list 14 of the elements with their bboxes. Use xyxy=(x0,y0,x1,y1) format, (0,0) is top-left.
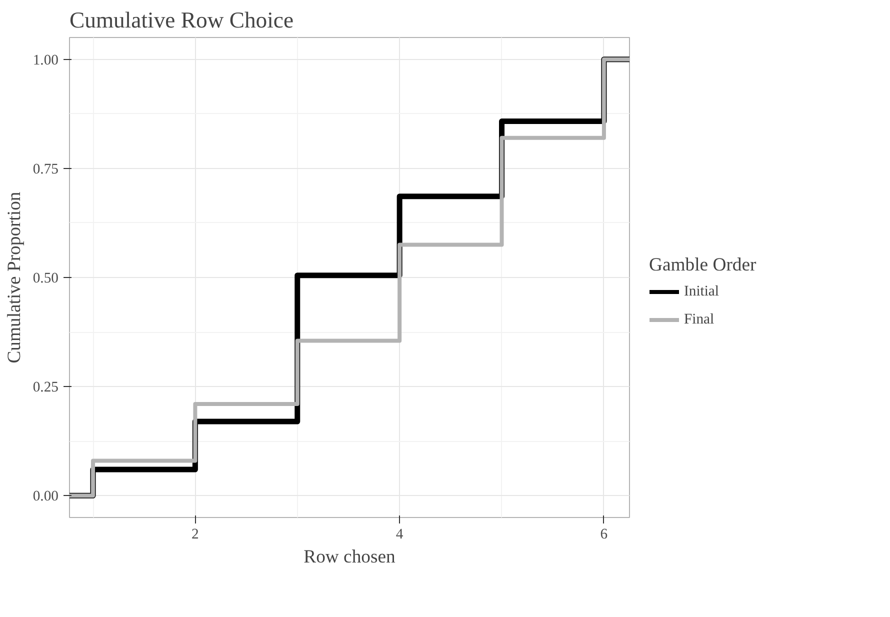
y-axis-title: Cumulative Proportion xyxy=(4,191,25,364)
y-tick-label: 0.50 xyxy=(32,270,59,286)
x-tick-label: 6 xyxy=(600,526,608,542)
chart-title: Cumulative Row Choice xyxy=(70,8,294,32)
x-axis-title: Row chosen xyxy=(304,546,396,568)
y-tick-label: 1.00 xyxy=(32,52,59,68)
legend-label: Final xyxy=(684,311,714,328)
x-tick-label: 4 xyxy=(396,526,404,542)
y-tick-label: 0.75 xyxy=(32,161,59,178)
legend-label: Initial xyxy=(684,283,720,300)
legend-title: Gamble Order xyxy=(649,254,756,276)
y-tick-label: 0.00 xyxy=(32,488,59,505)
y-tick-label: 0.25 xyxy=(32,380,59,396)
x-tick-label: 2 xyxy=(192,526,199,542)
